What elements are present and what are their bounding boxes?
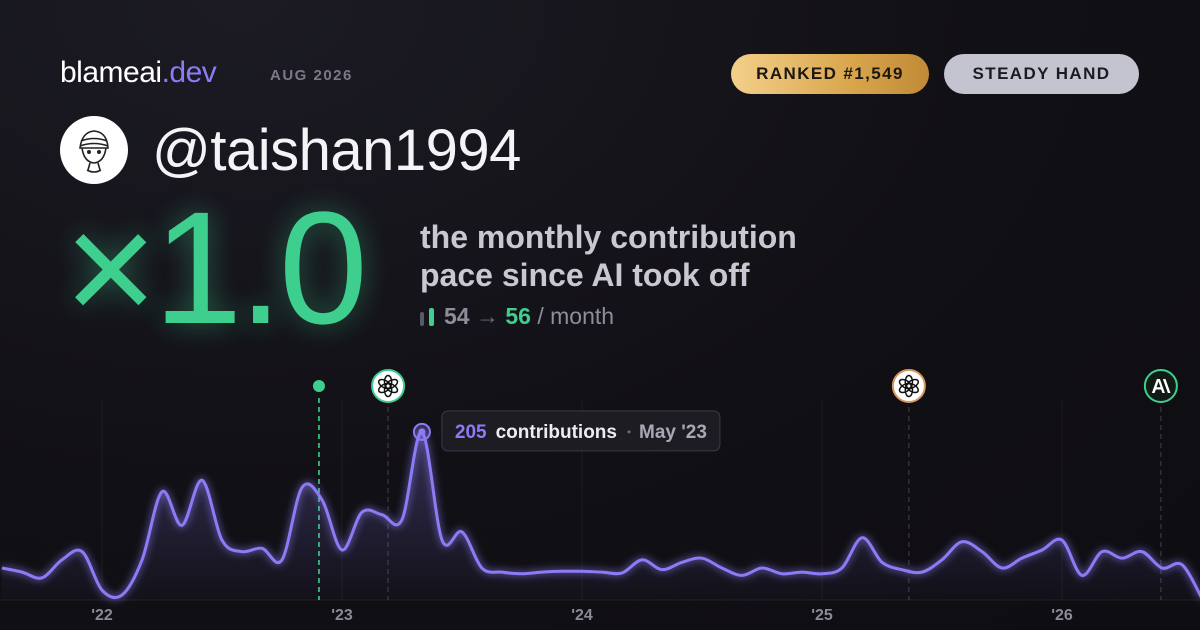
area: [1, 431, 1200, 600]
stat-line: the monthly contribution: [420, 219, 797, 255]
event-icon-ring: [891, 369, 926, 403]
tooltip-separator: [627, 430, 631, 434]
event-icon: [1143, 369, 1178, 403]
event-icon: [371, 369, 406, 403]
x-tick-label: '26: [1051, 607, 1073, 624]
tooltip-label: contributions: [496, 422, 617, 443]
x-tick-label: '22: [91, 607, 113, 624]
pace-unit: / month: [537, 303, 615, 329]
event-icon-ring: [371, 369, 406, 403]
date: AUG 2026: [270, 67, 353, 84]
avatar: [60, 116, 128, 184]
brand-tld: .dev: [161, 56, 217, 89]
pace-after: 56: [505, 303, 531, 329]
pace-arrow: →: [475, 303, 499, 329]
brand-name: blameai: [60, 56, 162, 89]
handle: @taishan1994: [152, 118, 521, 183]
tooltip-value: 205: [455, 422, 487, 443]
line: [1, 430, 1200, 600]
event-icon: [891, 369, 926, 403]
event-icon-glyph: [1151, 379, 1171, 393]
event-icon-petal: [377, 378, 392, 390]
event-dot: [312, 380, 325, 392]
x-tick-label: '24: [571, 607, 593, 624]
tooltip-box: [441, 410, 721, 452]
style-badge: STEADY HAND: [944, 54, 1139, 94]
x-tick-label: '23: [331, 607, 353, 624]
brand: blameai.dev: [60, 56, 217, 90]
pace-before: 54: [444, 303, 470, 329]
stat-line: pace since AI took off: [420, 257, 750, 293]
event-icon-petal: [898, 378, 913, 390]
tooltip-date: May '23: [639, 422, 707, 443]
multiplier: ×1.0: [64, 178, 368, 357]
highlight-dot: [418, 428, 426, 436]
tooltip: 205 contributions May '23: [441, 410, 721, 452]
pace: 54 → 56 / month: [420, 303, 614, 330]
rank-badge: RANKED #1,549: [731, 54, 929, 94]
x-tick-label: '25: [811, 607, 833, 624]
pace-icon: [420, 308, 436, 326]
